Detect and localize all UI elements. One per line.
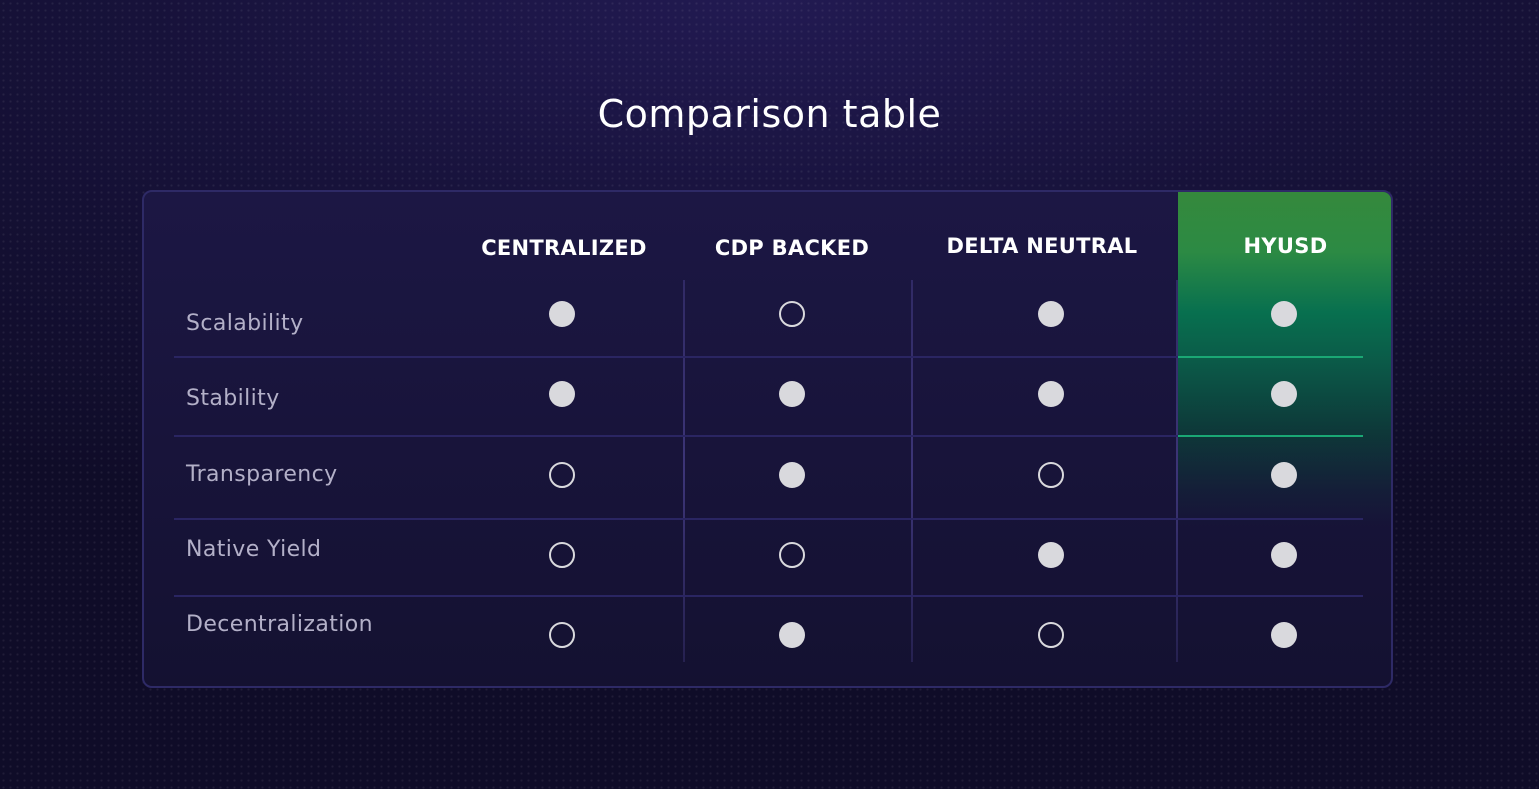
filled-circle-icon [1038, 301, 1064, 327]
filled-circle-icon [1038, 542, 1064, 568]
filled-circle-icon [1271, 301, 1297, 327]
empty-circle-icon [549, 542, 575, 568]
row-label-transparency: Transparency [186, 462, 338, 487]
empty-circle-icon [1038, 622, 1064, 648]
row-divider [174, 435, 1363, 437]
column-divider [1176, 280, 1178, 662]
row-label-native-yield: Native Yield [186, 537, 322, 562]
row-label-scalability: Scalability [186, 311, 304, 336]
filled-circle-icon [1271, 622, 1297, 648]
empty-circle-icon [779, 542, 805, 568]
row-divider [174, 356, 1363, 358]
empty-circle-icon [549, 622, 575, 648]
column-divider [911, 280, 913, 662]
filled-circle-icon [1038, 381, 1064, 407]
filled-circle-icon [1271, 542, 1297, 568]
column-header-cdp-backed: CDP BACKED [714, 236, 870, 260]
column-header-centralized: CENTRALIZED [481, 236, 647, 260]
column-header-hyusd: HYUSD [1243, 234, 1328, 258]
filled-circle-icon [549, 381, 575, 407]
empty-circle-icon [549, 462, 575, 488]
row-divider [174, 595, 1363, 597]
filled-circle-icon [549, 301, 575, 327]
hyusd-highlight-column [1178, 192, 1391, 686]
page-title: Comparison table [597, 92, 942, 136]
row-label-decentralization: Decentralization [186, 612, 373, 637]
filled-circle-icon [779, 622, 805, 648]
comparison-table: CENTRALIZED CDP BACKED DELTA NEUTRAL HYU… [142, 190, 1393, 688]
column-divider [683, 280, 685, 662]
filled-circle-icon [1271, 381, 1297, 407]
filled-circle-icon [779, 462, 805, 488]
row-label-stability: Stability [186, 386, 280, 411]
filled-circle-icon [779, 381, 805, 407]
row-divider [174, 518, 1363, 520]
empty-circle-icon [1038, 462, 1064, 488]
column-header-delta-neutral: DELTA NEUTRAL [946, 234, 1138, 258]
filled-circle-icon [1271, 462, 1297, 488]
empty-circle-icon [779, 301, 805, 327]
